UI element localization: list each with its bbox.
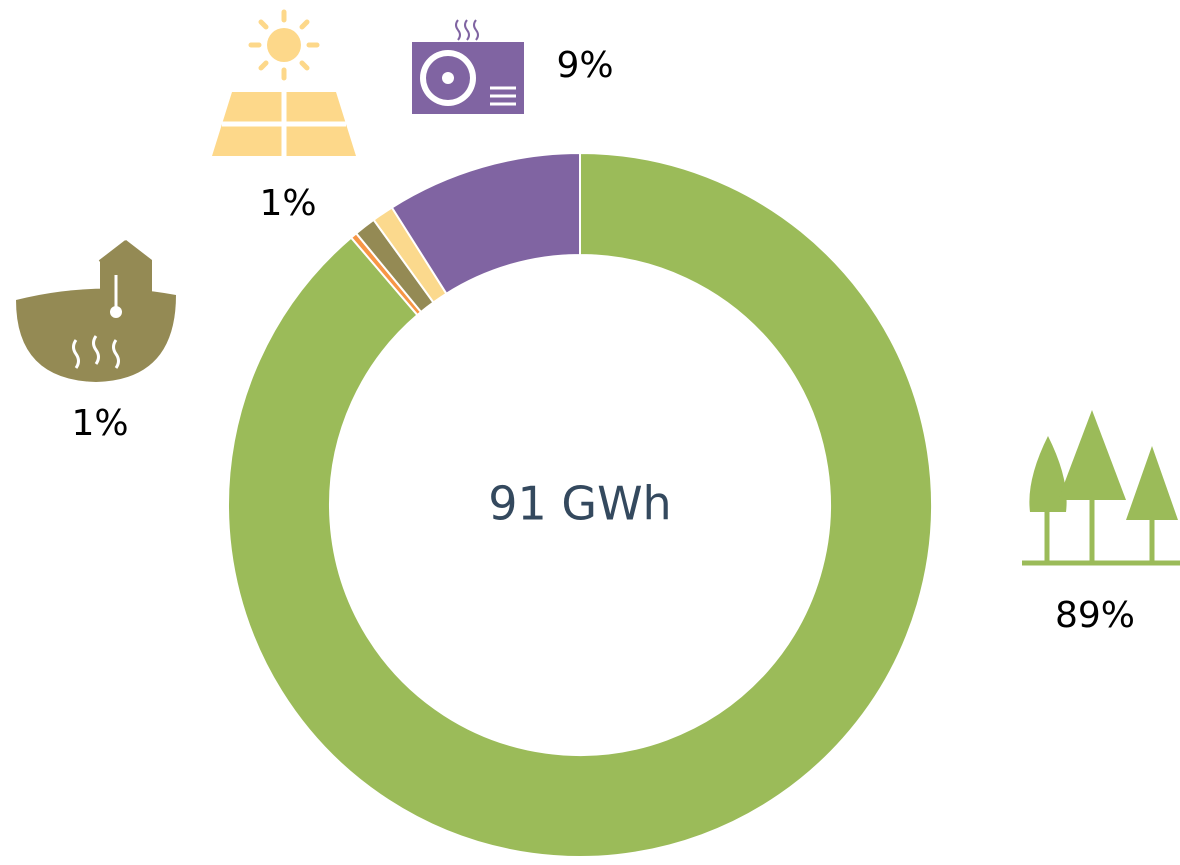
donut-slice [227, 151, 933, 858]
geothermal-icon [16, 240, 176, 382]
value-label: 9% [556, 45, 613, 86]
center-label: 91 GWh [488, 477, 671, 531]
donut-slice [390, 151, 581, 296]
value-label: 1% [259, 183, 316, 224]
biomass-icon [1022, 410, 1180, 566]
value-label: 89% [1055, 595, 1135, 636]
value-label: 1% [71, 403, 128, 444]
solar-icon [212, 9, 356, 156]
heat-pump-icon [412, 19, 524, 114]
